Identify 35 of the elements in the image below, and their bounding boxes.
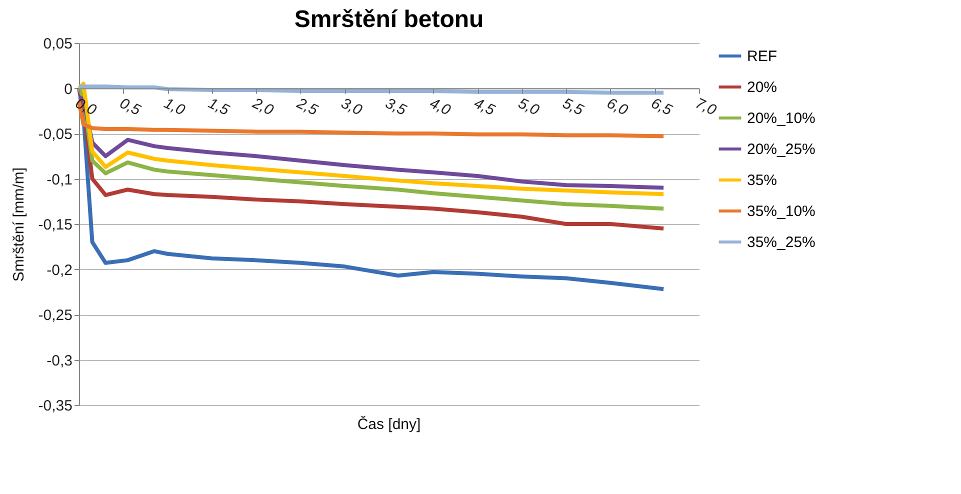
x-tick-label: 2,5 — [293, 94, 321, 120]
x-tick-label: 3,0 — [338, 94, 366, 120]
legend-label: 35% — [747, 172, 778, 189]
y-tick-label: 0,05 — [43, 36, 72, 52]
line-series — [77, 84, 666, 95]
legend-label: 20%_25% — [747, 141, 816, 158]
y-tick-label: -0,3 — [46, 352, 72, 370]
y-tick-label: 0 — [64, 80, 72, 98]
y-tick-label: -0,25 — [38, 307, 72, 324]
y-tick-label: -0,05 — [38, 126, 72, 143]
legend-label: 35%_25% — [747, 234, 816, 251]
x-axis-title: Čas [dny] — [357, 415, 421, 433]
x-tick-label: 5,0 — [516, 94, 542, 120]
x-tick-label: 1,0 — [161, 94, 188, 120]
x-tick-label: 3,5 — [382, 94, 410, 120]
x-tick-label: 4,0 — [427, 94, 454, 120]
x-tick-label: 6,0 — [604, 94, 631, 120]
legend-label: REF — [747, 48, 777, 65]
y-tick-label: -0,15 — [38, 216, 72, 234]
y-tick-label: -0,1 — [46, 171, 72, 188]
legend-label: 20%_10% — [747, 110, 816, 127]
y-tick-label: -0,35 — [38, 398, 72, 414]
x-tick-label: 5,5 — [560, 94, 587, 120]
x-tick-label: 7,0 — [692, 94, 720, 120]
x-tick-label: 6,5 — [648, 94, 676, 120]
x-tick-label: 2,0 — [248, 94, 277, 120]
x-tick-label: 0,5 — [117, 94, 144, 120]
y-tick-label: -0,2 — [46, 262, 72, 279]
x-tick-label: 4,5 — [471, 94, 498, 120]
legend-label: 20% — [747, 79, 778, 96]
x-tick-label: 1,5 — [206, 94, 232, 120]
y-axis-title: Smrštění [mm/m] — [10, 167, 28, 282]
legend-label: 35%_10% — [747, 203, 816, 220]
chart-title: Smrštění betonu — [294, 6, 484, 33]
x-tick-label: 0,0 — [72, 94, 100, 120]
